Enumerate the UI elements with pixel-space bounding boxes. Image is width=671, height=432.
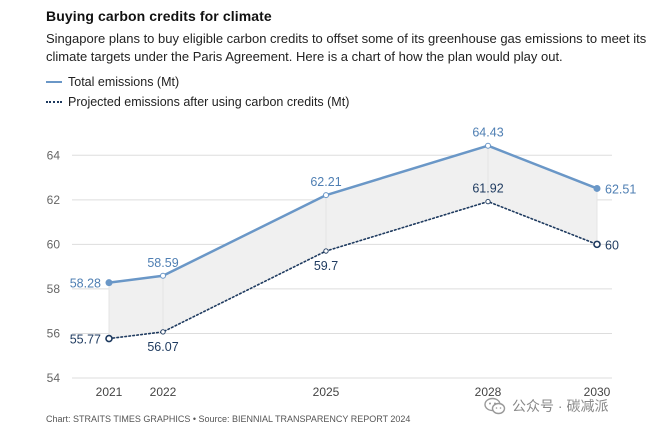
data-label-total: 62.51 bbox=[605, 182, 636, 196]
legend-label-total: Total emissions (Mt) bbox=[68, 75, 180, 89]
point-projected bbox=[485, 198, 491, 205]
wechat-icon bbox=[484, 397, 506, 415]
chart-title: Buying carbon credits for climate bbox=[46, 8, 272, 24]
data-label-projected: 61.92 bbox=[472, 182, 503, 196]
legend-swatch-projected bbox=[46, 101, 62, 103]
chart-source-footer: Chart: STRAITS TIMES GRAPHICS • Source: … bbox=[46, 414, 411, 424]
y-tick-label: 54 bbox=[47, 371, 61, 385]
y-tick-label: 58 bbox=[47, 282, 61, 296]
legend: Total emissions (Mt) Projected emissions… bbox=[46, 72, 349, 112]
data-label-total: 62.21 bbox=[310, 175, 341, 189]
data-label-projected: 59.7 bbox=[314, 259, 338, 273]
watermark: 公众号 · 碳减派 bbox=[484, 396, 608, 416]
x-tick-label: 2022 bbox=[150, 385, 177, 399]
y-tick-label: 64 bbox=[47, 148, 61, 162]
y-tick-label: 56 bbox=[47, 326, 61, 340]
data-label-projected: 60 bbox=[605, 238, 619, 252]
point-total bbox=[160, 272, 166, 279]
data-label-total: 64.43 bbox=[472, 126, 503, 140]
legend-swatch-total bbox=[46, 81, 62, 83]
x-tick-label: 2025 bbox=[313, 385, 340, 399]
point-total bbox=[105, 279, 113, 287]
data-label-projected: 55.77 bbox=[70, 333, 101, 347]
point-total bbox=[593, 184, 601, 192]
x-tick-label: 2021 bbox=[96, 385, 123, 399]
point-projected bbox=[323, 248, 329, 254]
point-total bbox=[485, 142, 491, 149]
legend-item-total: Total emissions (Mt) bbox=[46, 72, 349, 92]
point-projected bbox=[160, 329, 166, 335]
point-projected bbox=[593, 240, 601, 249]
legend-label-projected: Projected emissions after using carbon c… bbox=[68, 95, 350, 109]
chart-subtitle: Singapore plans to buy eligible carbon c… bbox=[46, 31, 647, 64]
x-tick-label: 2030 bbox=[584, 385, 611, 399]
watermark-text: 公众号 · 碳减派 bbox=[512, 398, 609, 414]
data-label-total: 58.59 bbox=[147, 256, 178, 270]
legend-item-projected: Projected emissions after using carbon c… bbox=[46, 92, 349, 112]
y-tick-label: 60 bbox=[47, 237, 61, 251]
data-label-total: 58.28 bbox=[70, 277, 101, 291]
y-tick-label: 62 bbox=[47, 193, 61, 207]
point-total bbox=[323, 192, 329, 199]
point-projected bbox=[105, 334, 113, 343]
x-tick-label: 2028 bbox=[475, 385, 502, 399]
data-label-projected: 56.07 bbox=[147, 340, 178, 354]
